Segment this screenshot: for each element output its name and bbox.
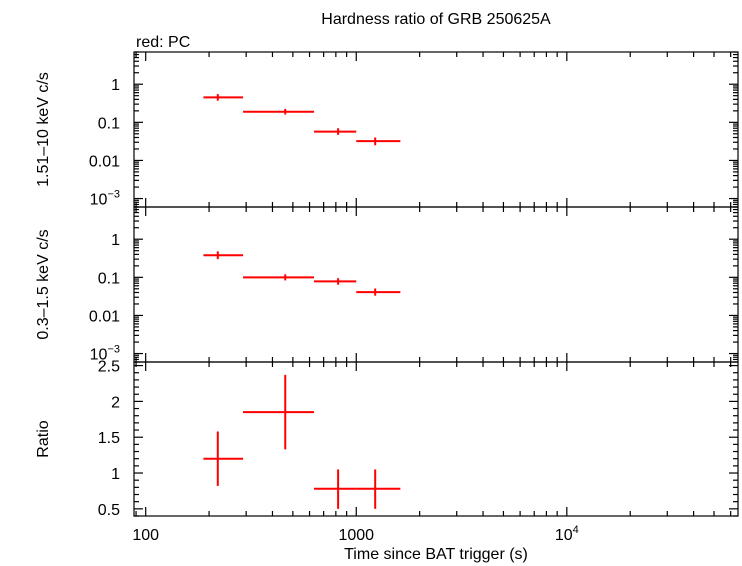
data-point	[243, 374, 315, 450]
data-point	[356, 288, 401, 296]
data-point	[356, 137, 401, 146]
y-tick-label: 0.1	[98, 115, 120, 132]
x-tick-label: 104	[555, 524, 579, 544]
data-point	[314, 128, 357, 135]
data-point	[203, 94, 244, 101]
y-tick-label: 1.5	[98, 430, 120, 447]
panel-frame	[133, 206, 739, 363]
y-axis-label-soft: 0.3–1.5 keV c/s	[35, 229, 52, 339]
y-axis-label-ratio: Ratio	[35, 420, 52, 457]
y-tick-label: 0.01	[89, 153, 120, 170]
y-tick-label: 2.5	[98, 359, 120, 376]
chart-title: Hardness ratio of GRB 250625A	[321, 11, 551, 28]
data-point	[243, 108, 315, 115]
y-tick-label: 1	[111, 466, 120, 483]
y-tick-label: 0.5	[98, 502, 120, 519]
y-tick-label: 1	[111, 232, 120, 249]
panel-frame	[133, 51, 739, 208]
panel-hard-band: 1 0.1 0.01 10−3 1.51–10 keV c/s	[35, 51, 739, 209]
data-point	[314, 278, 357, 285]
x-axis-label: Time since BAT trigger (s)	[344, 546, 528, 563]
data-point	[356, 469, 401, 509]
y-axis-label-hard: 1.51–10 keV c/s	[35, 72, 52, 187]
data-point	[243, 274, 315, 281]
panel-ratio: 0.5 1 1.5 2 2.5 Ratio 100 1000 104	[35, 359, 739, 544]
legend-note: red: PC	[136, 34, 190, 51]
y-tick-label: 10−3	[90, 189, 120, 209]
x-tick-label: 100	[132, 527, 159, 544]
y-tick-label: 1	[111, 77, 120, 94]
data-point	[203, 251, 244, 260]
data-point	[203, 431, 244, 486]
y-tick-label: 2	[111, 394, 120, 411]
x-tick-label: 1000	[338, 527, 374, 544]
panel-frame	[133, 361, 739, 517]
y-tick-label: 0.1	[98, 270, 120, 287]
data-point	[314, 469, 357, 509]
y-tick-label: 0.01	[89, 308, 120, 325]
